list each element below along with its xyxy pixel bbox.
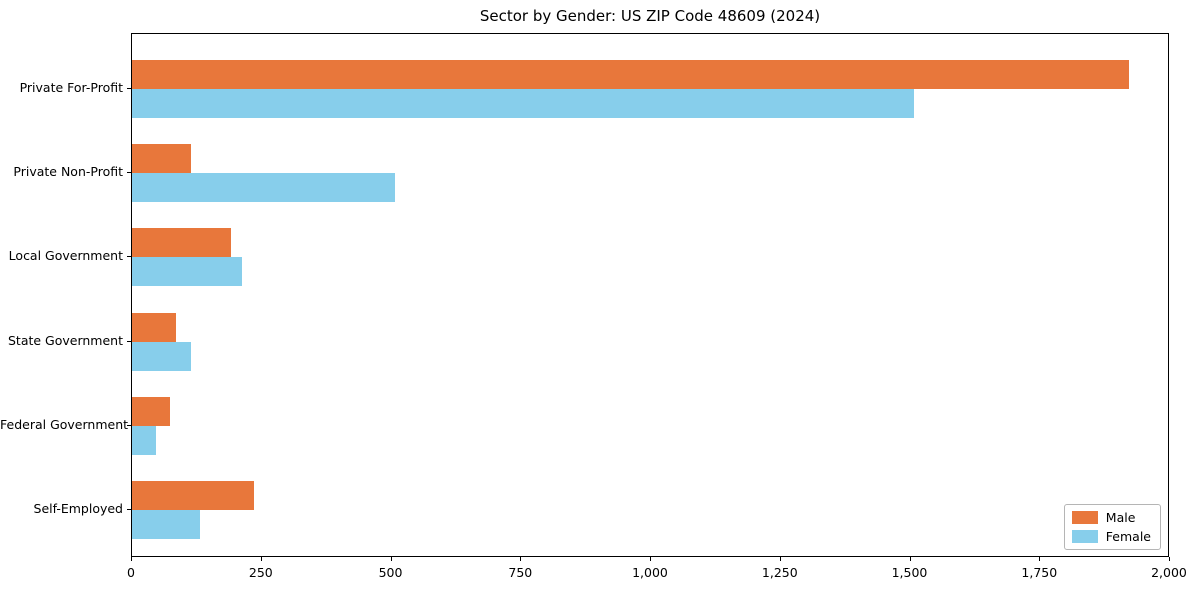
xtick-label-7: 1,750 [1021,565,1058,580]
xtick-mark-0 [131,557,132,561]
xtick-mark-3 [520,557,522,561]
ytick-label-4: Federal Government [0,416,129,432]
bar-male-0 [132,60,1129,89]
ytick-label-2: Local Government [8,248,123,264]
plot-area: Male Female [131,33,1169,557]
xtick-label-3: 750 [508,565,533,580]
xtick-mark-8 [1169,557,1170,561]
xtick-mark-7 [1039,557,1041,561]
ytick-mark-3 [127,340,131,342]
xtick-label-1: 250 [248,565,273,580]
bar-male-3 [132,312,176,342]
legend-swatch-male [1071,511,1098,524]
xtick-mark-2 [390,557,392,561]
bar-female-2 [132,257,242,287]
legend-swatch-female [1071,530,1098,543]
ytick-mark-5 [127,509,131,510]
ytick-label-5: Self-Employed [33,501,123,516]
bar-male-2 [132,228,231,258]
bar-male-4 [132,396,170,426]
xtick-label-5: 1,250 [761,565,798,580]
xtick-mark-6 [909,557,911,561]
ytick-mark-4 [127,424,131,426]
ytick-mark-0 [127,88,131,89]
bar-male-5 [132,481,254,510]
bar-female-0 [132,89,915,118]
xtick-mark-5 [779,557,781,561]
ytick-label-3: State Government [7,332,123,348]
xtick-label-2: 500 [378,565,403,580]
ytick-mark-2 [127,256,131,258]
bar-female-5 [132,510,200,539]
bar-female-4 [132,425,156,455]
xtick-mark-1 [260,557,262,561]
xtick-label-0: 0 [127,565,135,580]
legend-row-female: Female [1071,529,1151,544]
legend-label-female: Female [1105,529,1151,544]
ytick-label-1: Private Non-Profit [13,164,123,180]
xtick-label-4: 1,000 [632,565,668,580]
bar-female-3 [132,341,192,371]
bar-male-1 [132,144,191,174]
legend-row-male: Male [1071,510,1151,525]
ytick-label-0: Private For-Profit [19,80,123,95]
legend-label-male: Male [1105,510,1136,525]
xtick-label-8: 2,000 [1151,565,1187,580]
xtick-label-6: 1,500 [891,565,928,580]
ytick-mark-1 [127,172,131,174]
xtick-mark-4 [650,557,651,561]
chart-title: Sector by Gender: US ZIP Code 48609 (202… [479,7,821,25]
legend: Male Female [1063,504,1161,550]
bar-female-1 [132,173,396,203]
